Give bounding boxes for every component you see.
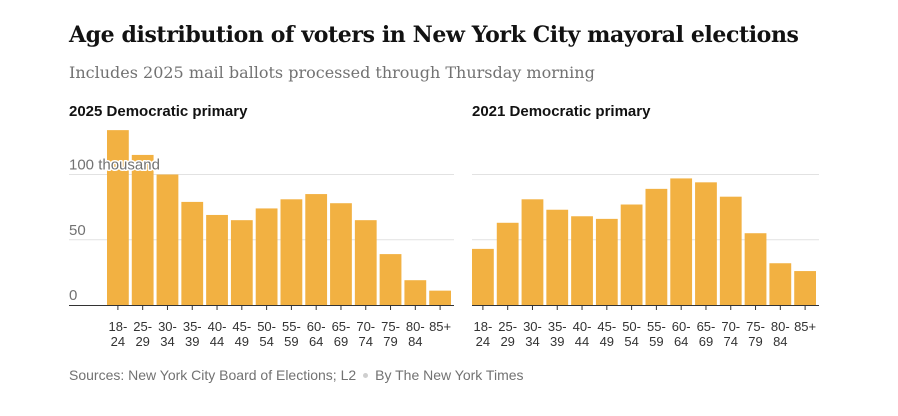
x-tick-label-2025-65-69-line2: 69: [334, 334, 348, 349]
x-tick-label-2025-80-84-line2: 84: [408, 334, 422, 349]
x-tick-label-2021-45-49-line1: 45-: [597, 319, 616, 334]
bar-2025-30-34: 30-34: 100: [156, 174, 179, 305]
bar-2025-80-84: 80-84: 19: [404, 280, 427, 305]
y-tick-label-2025-100: 100 thousand: [69, 157, 160, 174]
x-tick-label-2025-55-59-line1: 55-: [282, 319, 301, 334]
x-tick-label-2021-50-54-line2: 54: [624, 334, 638, 349]
bar-2025-35-39: 35-39: 79: [181, 201, 204, 305]
x-tick-label-2025-80-84-line1: 80-: [406, 319, 425, 334]
bar-2025-25-29: 25-29: 115: [131, 154, 154, 305]
x-tick-label-2025-45-49-line2: 49: [235, 334, 249, 349]
bar-2021-18-24: 18-24: 43: [472, 248, 494, 305]
x-tick-label-2021-55-59-line2: 59: [649, 334, 663, 349]
x-tick-label-2021-18-24-line2: 24: [476, 334, 490, 349]
x-tick-label-2025-70-74-line2: 74: [359, 334, 373, 349]
bar-2025-18-24: 18-24: 134: [107, 130, 129, 305]
x-tick-label-2021-75-79-line2: 79: [748, 334, 762, 349]
bar-2025-50-54: 50-54: 74: [255, 208, 278, 305]
x-tick-label-2025-30-34-line2: 34: [160, 334, 174, 349]
bar-2025-85+: 85+: 11: [429, 290, 451, 305]
x-tick-label-2021-18-24-line1: 18-: [473, 319, 492, 334]
bar-2025-40-44: 40-44: 69: [206, 214, 228, 305]
bar-2025-70-74: 70-74: 65: [354, 220, 377, 305]
x-tick-label-2025-18-24-line2: 24: [111, 334, 125, 349]
x-tick-label-2025-35-39-line1: 35-: [183, 319, 202, 334]
x-tick-label-2025-25-29-line1: 25-: [133, 319, 152, 334]
x-tick-label-2025-18-24-line1: 18-: [108, 319, 127, 334]
x-tick-label-2021-65-69-line2: 69: [699, 334, 713, 349]
x-tick-label-2021-50-54-line1: 50-: [622, 319, 641, 334]
chart-subtitle: Includes 2025 mail ballots processed thr…: [69, 63, 595, 82]
separator-dot: [363, 372, 369, 378]
bar-2021-65-69: 65-69: 94: [695, 182, 717, 305]
x-tick-label-2021-65-69-line1: 65-: [697, 319, 716, 334]
x-tick-label-2021-80-84-line1: 80-: [771, 319, 790, 334]
x-tick-label-2021-70-74-line1: 70-: [721, 319, 740, 334]
x-tick-label-2025-40-44-line1: 40-: [208, 319, 227, 334]
x-tick-label-2025-85+-line1: 85+: [429, 319, 451, 334]
x-tick-label-2025-55-59-line2: 59: [284, 334, 298, 349]
panel-title-2025: 2025 Democratic primary: [69, 103, 248, 120]
x-tick-label-2021-45-49-line2: 49: [600, 334, 614, 349]
x-tick-label-2025-45-49-line1: 45-: [232, 319, 251, 334]
x-tick-label-2025-60-64-line1: 60-: [307, 319, 326, 334]
x-tick-label-2021-30-34-line1: 30-: [523, 319, 542, 334]
bar-2025-65-69: 65-69: 78: [330, 203, 352, 305]
x-tick-label-2025-60-64-line2: 64: [309, 334, 323, 349]
x-tick-label-2025-65-69-line1: 65-: [332, 319, 351, 334]
bar-2021-75-79: 75-79: 55: [744, 233, 767, 305]
bar-2021-70-74: 70-74: 83: [719, 196, 742, 305]
x-tick-label-2025-40-44-line2: 44: [210, 334, 224, 349]
bar-2021-50-54: 50-54: 77: [620, 204, 643, 305]
bar-2021-35-39: 35-39: 73: [546, 209, 569, 305]
sources-text: Sources: New York City Board of Election…: [69, 367, 357, 383]
bar-2025-45-49: 45-49: 65: [230, 220, 253, 305]
x-tick-label-2021-25-29-line1: 25-: [498, 319, 517, 334]
x-tick-label-2025-25-29-line2: 29: [135, 334, 149, 349]
source-note: Sources: New York City Board of Election…: [69, 367, 524, 383]
x-tick-label-2021-55-59-line1: 55-: [647, 319, 666, 334]
bar-2025-55-59: 55-59: 81: [280, 199, 303, 305]
x-tick-label-2021-35-39-line2: 39: [550, 334, 564, 349]
bar-2021-25-29: 25-29: 63: [496, 222, 519, 305]
x-tick-label-2025-75-79-line1: 75-: [381, 319, 400, 334]
bar-2025-75-79: 75-79: 39: [379, 254, 402, 305]
x-tick-label-2021-25-29-line2: 29: [500, 334, 514, 349]
x-tick-label-2021-30-34-line2: 34: [525, 334, 539, 349]
y-tick-label-2025-50: 50: [69, 222, 86, 239]
bar-2025-60-64: 60-64: 85: [305, 194, 328, 305]
byline-text: By The New York Times: [375, 367, 524, 383]
x-tick-label-2021-40-44-line1: 40-: [573, 319, 592, 334]
panel-title-2021: 2021 Democratic primary: [472, 103, 651, 120]
bar-2021-45-49: 45-49: 66: [595, 218, 618, 305]
x-tick-label-2021-80-84-line2: 84: [773, 334, 787, 349]
bar-2021-60-64: 60-64: 97: [670, 178, 693, 305]
x-tick-label-2025-50-54-line1: 50-: [257, 319, 276, 334]
x-tick-label-2021-60-64-line1: 60-: [672, 319, 691, 334]
x-tick-label-2025-50-54-line2: 54: [259, 334, 273, 349]
x-tick-label-2021-85+-line1: 85+: [794, 319, 816, 334]
x-tick-label-2021-60-64-line2: 64: [674, 334, 688, 349]
x-tick-label-2025-75-79-line2: 79: [383, 334, 397, 349]
x-tick-label-2021-75-79-line1: 75-: [746, 319, 765, 334]
chart-title: Age distribution of voters in New York C…: [69, 22, 799, 48]
x-tick-label-2021-70-74-line2: 74: [724, 334, 738, 349]
bar-2021-30-34: 30-34: 81: [521, 199, 544, 305]
bar-2021-40-44: 40-44: 68: [571, 216, 593, 305]
y-tick-label-2025-0: 0: [69, 287, 77, 304]
bar-2021-55-59: 55-59: 89: [645, 188, 668, 305]
bar-2021-85+: 85+: 26: [794, 271, 816, 305]
x-tick-label-2025-30-34-line1: 30-: [158, 319, 177, 334]
x-tick-label-2021-40-44-line2: 44: [575, 334, 589, 349]
x-tick-label-2025-35-39-line2: 39: [185, 334, 199, 349]
bar-2021-80-84: 80-84: 32: [769, 263, 792, 305]
x-tick-label-2021-35-39-line1: 35-: [548, 319, 567, 334]
x-tick-label-2025-70-74-line1: 70-: [356, 319, 375, 334]
